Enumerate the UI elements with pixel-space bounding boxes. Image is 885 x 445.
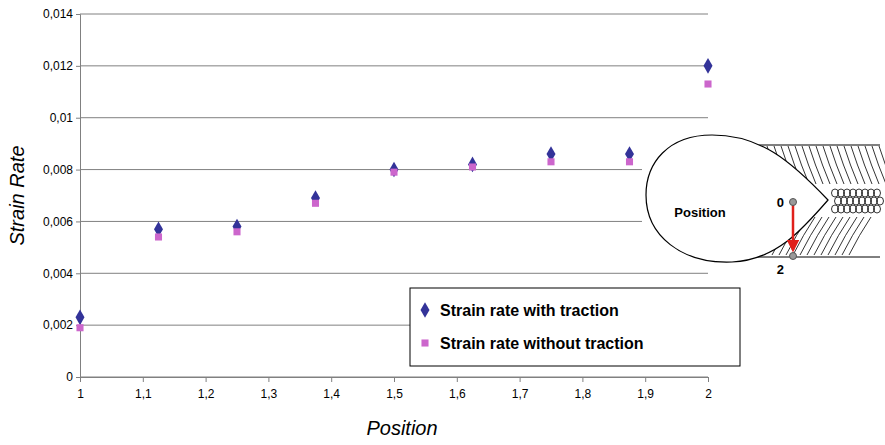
tick-mark	[76, 377, 80, 378]
tick: 2	[705, 377, 712, 401]
data-point	[311, 190, 320, 206]
axis-line	[81, 378, 709, 383]
data-point	[312, 200, 319, 207]
tick-label: 1,9	[637, 387, 654, 401]
tick: 1,2	[198, 377, 215, 401]
data-point	[390, 162, 399, 178]
plot: 00,0020,0040,0060,0080,010,0120,01411,11…	[43, 7, 713, 401]
tick: 1,7	[512, 377, 529, 401]
grid-line	[80, 65, 708, 66]
inset-diagram: Position 0 2	[642, 130, 885, 277]
data-point	[468, 157, 477, 173]
series	[76, 58, 713, 325]
tick: 0,004	[43, 267, 80, 281]
tick-label: 1,7	[512, 387, 529, 401]
tick-mark	[76, 221, 80, 222]
tick-mark	[76, 14, 80, 15]
tick-label: 2	[705, 387, 712, 401]
point-dot	[790, 253, 797, 260]
data-point	[547, 158, 554, 165]
tick-mark	[80, 377, 81, 382]
legend-box	[410, 288, 740, 366]
tick: 1,1	[135, 377, 152, 401]
annotation: 0	[777, 195, 784, 210]
data-point	[390, 169, 397, 176]
tick: 1,3	[261, 377, 278, 401]
tick-label: 1,6	[449, 387, 466, 401]
data-point	[233, 219, 242, 235]
boundary-line	[750, 145, 880, 146]
tick-mark	[582, 377, 583, 382]
grid-line	[80, 117, 708, 118]
data-point	[469, 163, 476, 170]
tick: 1,8	[575, 377, 592, 401]
annotation: Position	[674, 205, 725, 220]
tick-label: 1,5	[386, 387, 403, 401]
tick-mark	[76, 170, 80, 171]
point-dot	[790, 199, 797, 206]
tick-mark	[394, 377, 395, 382]
tick-label: 1,2	[198, 387, 215, 401]
data-point	[626, 158, 633, 165]
tick-mark	[76, 66, 80, 67]
grid-line	[80, 14, 708, 15]
tick-mark	[645, 377, 646, 382]
tick-mark	[268, 377, 269, 382]
weld-pool	[646, 135, 828, 262]
y-axis-title: Strain Rate	[6, 145, 28, 245]
tick-mark	[76, 273, 80, 274]
tick: 0	[66, 370, 80, 384]
tick: 0,014	[43, 7, 80, 21]
tick: 0,002	[43, 318, 80, 332]
tick: 1,4	[323, 377, 340, 401]
legend-label: Strain rate with traction	[440, 302, 619, 319]
legend-label: Strain rate without traction	[440, 335, 644, 352]
tick: 1,6	[449, 377, 466, 401]
tick-mark	[457, 377, 458, 382]
tick: 1,9	[637, 377, 654, 401]
x-axis: 1 1,1 1,2 1,3 1,4 1,5 1,6 1,7 1,8 1,9 2	[77, 377, 712, 401]
grid-line	[80, 221, 708, 222]
tick-label: 1,1	[135, 387, 152, 401]
tick-label: 0,004	[43, 267, 73, 281]
tick-label: 0,008	[43, 163, 73, 177]
tick-label: 1,4	[323, 387, 340, 401]
annotation: 2	[777, 262, 784, 277]
x-axis-title: Position	[366, 417, 437, 439]
tick-mark	[331, 377, 332, 382]
data-point	[704, 58, 713, 74]
tick: 0,01	[50, 111, 80, 125]
tick-label: 1	[77, 387, 84, 401]
tick-label: 0,012	[43, 59, 73, 73]
tick-mark	[143, 377, 144, 382]
tick-label: 0	[66, 370, 73, 384]
tick: 0,012	[43, 59, 80, 73]
tick-label: 0,002	[43, 318, 73, 332]
inset-background	[642, 130, 880, 270]
tick-label: 1,8	[575, 387, 592, 401]
grid-line	[80, 273, 708, 274]
legend: Strain rate with traction Strain rate wit…	[410, 288, 740, 366]
data-point	[76, 310, 85, 326]
tick-mark	[708, 377, 709, 382]
data-point	[233, 228, 240, 235]
tick: 1,5	[386, 377, 403, 401]
tick: 1	[77, 377, 84, 401]
tick: 0,008	[43, 163, 80, 177]
tick-mark	[520, 377, 521, 382]
legend-symbol	[421, 339, 428, 346]
y-axis: 0 0,002 0,004 0,006 0,008 0,01 0,012 0,014	[43, 7, 81, 384]
tick-label: 0,006	[43, 215, 73, 229]
tick: 0,006	[43, 215, 80, 229]
data-point	[704, 80, 711, 87]
tick-mark	[206, 377, 207, 382]
legend-symbol	[421, 302, 430, 318]
tick-mark	[76, 118, 80, 119]
data-point	[155, 233, 162, 240]
arrow	[792, 205, 795, 250]
data-point	[76, 324, 83, 331]
tick-label: 0,01	[50, 111, 74, 125]
tick-label: 0,014	[43, 7, 73, 21]
tick-label: 1,3	[261, 387, 278, 401]
